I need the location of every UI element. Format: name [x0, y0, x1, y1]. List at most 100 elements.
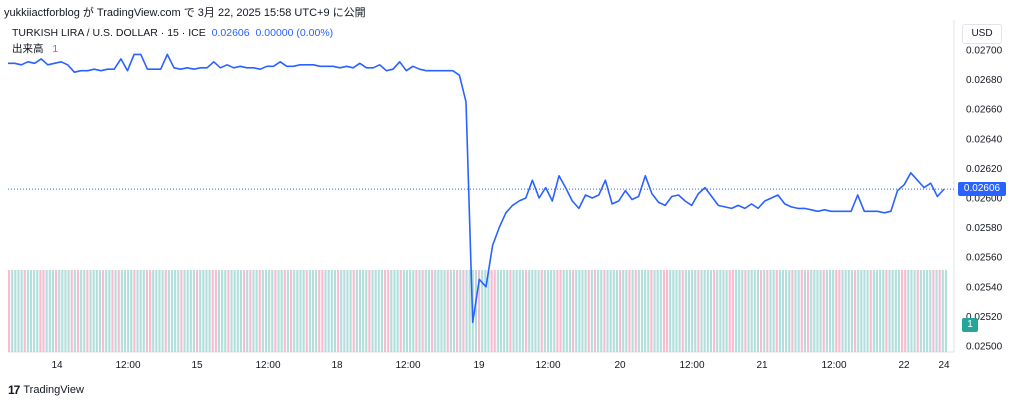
volume-bar — [418, 270, 421, 352]
volume-bar — [907, 270, 910, 352]
volume-bar — [572, 270, 575, 352]
volume-bar — [713, 270, 716, 352]
volume-bar — [95, 270, 98, 352]
volume-bar — [170, 270, 174, 352]
volume-bar — [161, 270, 164, 352]
volume-bar — [434, 270, 437, 352]
volume-bar — [318, 270, 321, 352]
volume-bar — [481, 270, 484, 352]
volume-bar — [431, 270, 434, 352]
volume-bar — [255, 270, 258, 352]
volume-bar — [863, 270, 866, 352]
volume-bar — [421, 270, 424, 352]
volume-bar — [337, 270, 340, 352]
volume-bar — [67, 270, 70, 352]
volume-bar — [496, 270, 499, 352]
x-tick-label: 22 — [898, 360, 910, 371]
volume-bar — [484, 270, 487, 352]
volume-bar — [741, 270, 744, 352]
volume-bar — [904, 270, 907, 352]
volume-bar — [731, 270, 734, 352]
volume-bar — [590, 270, 593, 352]
volume-bar — [487, 270, 490, 352]
volume-bar — [390, 270, 393, 352]
volume-bar — [609, 270, 612, 352]
volume-bar — [127, 270, 130, 352]
volume-bar — [29, 270, 33, 352]
volume-bar — [684, 270, 687, 352]
volume-bar — [446, 270, 449, 352]
volume-bar — [239, 270, 242, 352]
volume-bar — [709, 270, 712, 352]
volume-bar — [108, 270, 111, 352]
volume-bar — [578, 270, 581, 352]
volume-bar — [424, 270, 427, 352]
volume-bar — [512, 270, 515, 352]
volume-bar — [352, 270, 355, 352]
volume-bar — [672, 270, 675, 352]
volume-bar — [217, 270, 221, 352]
symbol-name[interactable]: TURKISH LIRA / U.S. DOLLAR · 15 · ICE — [12, 27, 206, 39]
volume-bar — [365, 270, 368, 352]
volume-bar — [600, 270, 603, 352]
volume-bar — [73, 270, 76, 352]
volume-bar — [92, 270, 95, 352]
volume-bar — [120, 270, 123, 352]
volume-bar — [321, 270, 324, 352]
volume-bar — [913, 270, 916, 352]
volume-bar — [932, 270, 935, 352]
volume-bar — [587, 270, 590, 352]
currency-button[interactable]: USD — [962, 24, 1002, 44]
volume-bar — [810, 270, 813, 352]
volume-bar — [794, 270, 797, 352]
volume-bar — [42, 270, 45, 352]
volume-bar — [540, 270, 543, 352]
volume-bar — [656, 270, 659, 352]
tradingview-logo-icon: 17 — [8, 383, 20, 397]
volume-bar — [901, 270, 904, 352]
x-tick-label: 18 — [331, 360, 343, 371]
x-tick-label: 12:00 — [535, 360, 560, 371]
volume-bar — [841, 270, 844, 352]
volume-bar — [929, 270, 932, 352]
x-tick-label: 24 — [938, 360, 950, 371]
volume-bar — [800, 270, 803, 352]
volume-bar — [149, 270, 152, 352]
volume-bar — [399, 270, 402, 352]
volume-bar — [593, 270, 597, 352]
volume-bar — [897, 270, 900, 352]
volume-bar — [753, 270, 756, 352]
volume-bar — [412, 270, 415, 352]
volume-bar — [48, 270, 51, 352]
volume-bar — [98, 270, 101, 352]
volume-bar — [888, 270, 891, 352]
volume-bar — [691, 270, 694, 352]
volume-bar — [358, 270, 362, 352]
volume-bar — [327, 270, 330, 352]
volume-label[interactable]: 出来高 — [12, 43, 44, 55]
volume-bar — [919, 270, 922, 352]
volume-bar — [286, 270, 289, 352]
volume-bar — [443, 270, 446, 352]
tradingview-brand[interactable]: 17 TradingView — [8, 383, 84, 397]
volume-bar — [136, 270, 139, 352]
volume-bar — [277, 270, 280, 352]
volume-bar — [227, 270, 230, 352]
volume-bar — [311, 270, 315, 352]
volume-bar — [76, 270, 80, 352]
volume-bar — [8, 270, 11, 352]
volume-bar — [387, 270, 390, 352]
volume-bar — [556, 270, 559, 352]
volume-bar — [631, 270, 634, 352]
change-value: 0.00000 (0.00%) — [255, 27, 334, 39]
volume-bar — [550, 270, 553, 352]
volume-bar — [515, 270, 518, 352]
volume-bar — [722, 270, 725, 352]
volume-bar — [847, 270, 850, 352]
volume-bar — [20, 270, 23, 352]
volume-bar — [807, 270, 810, 352]
volume-bar — [553, 270, 556, 352]
volume-bar — [781, 270, 785, 352]
